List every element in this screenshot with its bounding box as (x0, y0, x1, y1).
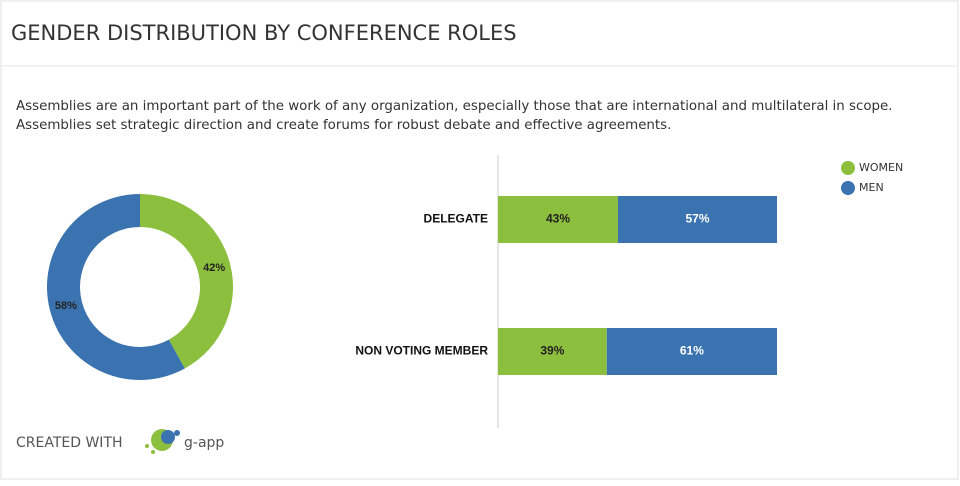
bar-segment (498, 196, 618, 243)
bar-label: 39% (540, 344, 564, 358)
category-label: DELEGATE (424, 212, 488, 226)
donut-slice (140, 194, 233, 369)
logo (145, 429, 180, 454)
legend-swatch (841, 181, 855, 195)
legend-label: WOMEN (859, 161, 903, 174)
bar-label: 61% (680, 344, 704, 358)
legend-label: MEN (859, 181, 884, 194)
slice-label: 42% (203, 262, 225, 274)
bar-label: 57% (685, 212, 709, 226)
title: GENDER DISTRIBUTION BY CONFERENCE ROLES (11, 21, 517, 45)
donut-slice (46, 194, 185, 380)
bar-segment (606, 328, 777, 375)
footer-label: CREATED WITH (16, 435, 123, 451)
description-line: Assemblies are an important part of the … (16, 99, 893, 114)
logo-shape (174, 430, 180, 436)
legend-swatch (841, 161, 855, 175)
category-label: NON VOTING MEMBER (355, 344, 488, 358)
bar-segment (498, 328, 607, 375)
bar-label: 43% (546, 212, 570, 226)
slice-label: 58% (55, 300, 77, 312)
logo-shape (145, 444, 149, 448)
description-line: Assemblies set strategic direction and c… (16, 118, 671, 133)
footer-brand: g-app (184, 435, 224, 451)
logo-shape (151, 450, 155, 454)
logo-shape (161, 430, 175, 444)
bar-segment (617, 196, 777, 243)
